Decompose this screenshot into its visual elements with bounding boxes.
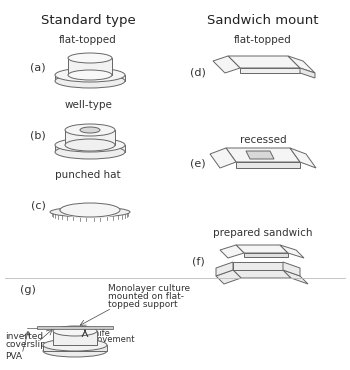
Polygon shape: [280, 245, 304, 258]
Ellipse shape: [55, 74, 125, 88]
Polygon shape: [37, 326, 113, 329]
Polygon shape: [226, 148, 300, 162]
Ellipse shape: [80, 127, 100, 133]
Ellipse shape: [60, 203, 120, 217]
Polygon shape: [55, 75, 125, 81]
Text: (f): (f): [191, 257, 204, 267]
Text: (d): (d): [190, 67, 206, 77]
Polygon shape: [68, 58, 112, 75]
Text: punched hat: punched hat: [55, 170, 121, 180]
Polygon shape: [288, 56, 315, 73]
Ellipse shape: [43, 339, 107, 351]
Polygon shape: [228, 56, 300, 68]
Text: prepared sandwich: prepared sandwich: [213, 228, 313, 238]
Text: (b): (b): [30, 130, 46, 140]
Text: (e): (e): [190, 158, 206, 168]
Polygon shape: [43, 345, 107, 351]
Polygon shape: [210, 148, 236, 168]
Ellipse shape: [68, 70, 112, 80]
Polygon shape: [216, 262, 233, 276]
Polygon shape: [244, 253, 288, 257]
Ellipse shape: [68, 53, 112, 63]
Polygon shape: [53, 331, 97, 345]
Polygon shape: [283, 270, 308, 284]
Polygon shape: [55, 145, 125, 152]
Polygon shape: [246, 151, 274, 159]
Text: coverslip: coverslip: [5, 340, 46, 349]
Text: flat-topped: flat-topped: [234, 35, 292, 45]
Polygon shape: [65, 130, 115, 145]
Polygon shape: [236, 245, 288, 253]
Ellipse shape: [53, 326, 97, 336]
Text: PVA: PVA: [5, 352, 22, 361]
Polygon shape: [283, 262, 300, 276]
Text: (g): (g): [20, 285, 36, 295]
Text: knife: knife: [89, 330, 110, 339]
Polygon shape: [216, 270, 241, 284]
Ellipse shape: [65, 139, 115, 151]
Text: inverted: inverted: [5, 332, 43, 341]
Text: recessed: recessed: [240, 135, 286, 145]
Ellipse shape: [65, 124, 115, 136]
Text: mounted on flat-: mounted on flat-: [108, 292, 184, 301]
Ellipse shape: [55, 145, 125, 159]
Ellipse shape: [50, 207, 130, 217]
Ellipse shape: [43, 345, 107, 357]
Polygon shape: [233, 262, 283, 270]
Text: (c): (c): [30, 200, 46, 210]
Polygon shape: [290, 148, 316, 168]
Text: flat-topped: flat-topped: [59, 35, 117, 45]
Polygon shape: [233, 270, 291, 278]
Polygon shape: [240, 68, 300, 73]
Text: Monolayer culture: Monolayer culture: [108, 284, 190, 293]
Text: (a): (a): [30, 62, 46, 72]
Ellipse shape: [55, 68, 125, 82]
Text: movement: movement: [89, 336, 134, 344]
Text: well-type: well-type: [64, 100, 112, 110]
Polygon shape: [300, 68, 315, 78]
Polygon shape: [213, 56, 240, 73]
Polygon shape: [236, 162, 300, 168]
Text: Standard type: Standard type: [41, 14, 135, 27]
Ellipse shape: [55, 138, 125, 152]
Text: topped support: topped support: [108, 300, 177, 309]
Text: Sandwich mount: Sandwich mount: [207, 14, 319, 27]
Polygon shape: [220, 245, 244, 258]
